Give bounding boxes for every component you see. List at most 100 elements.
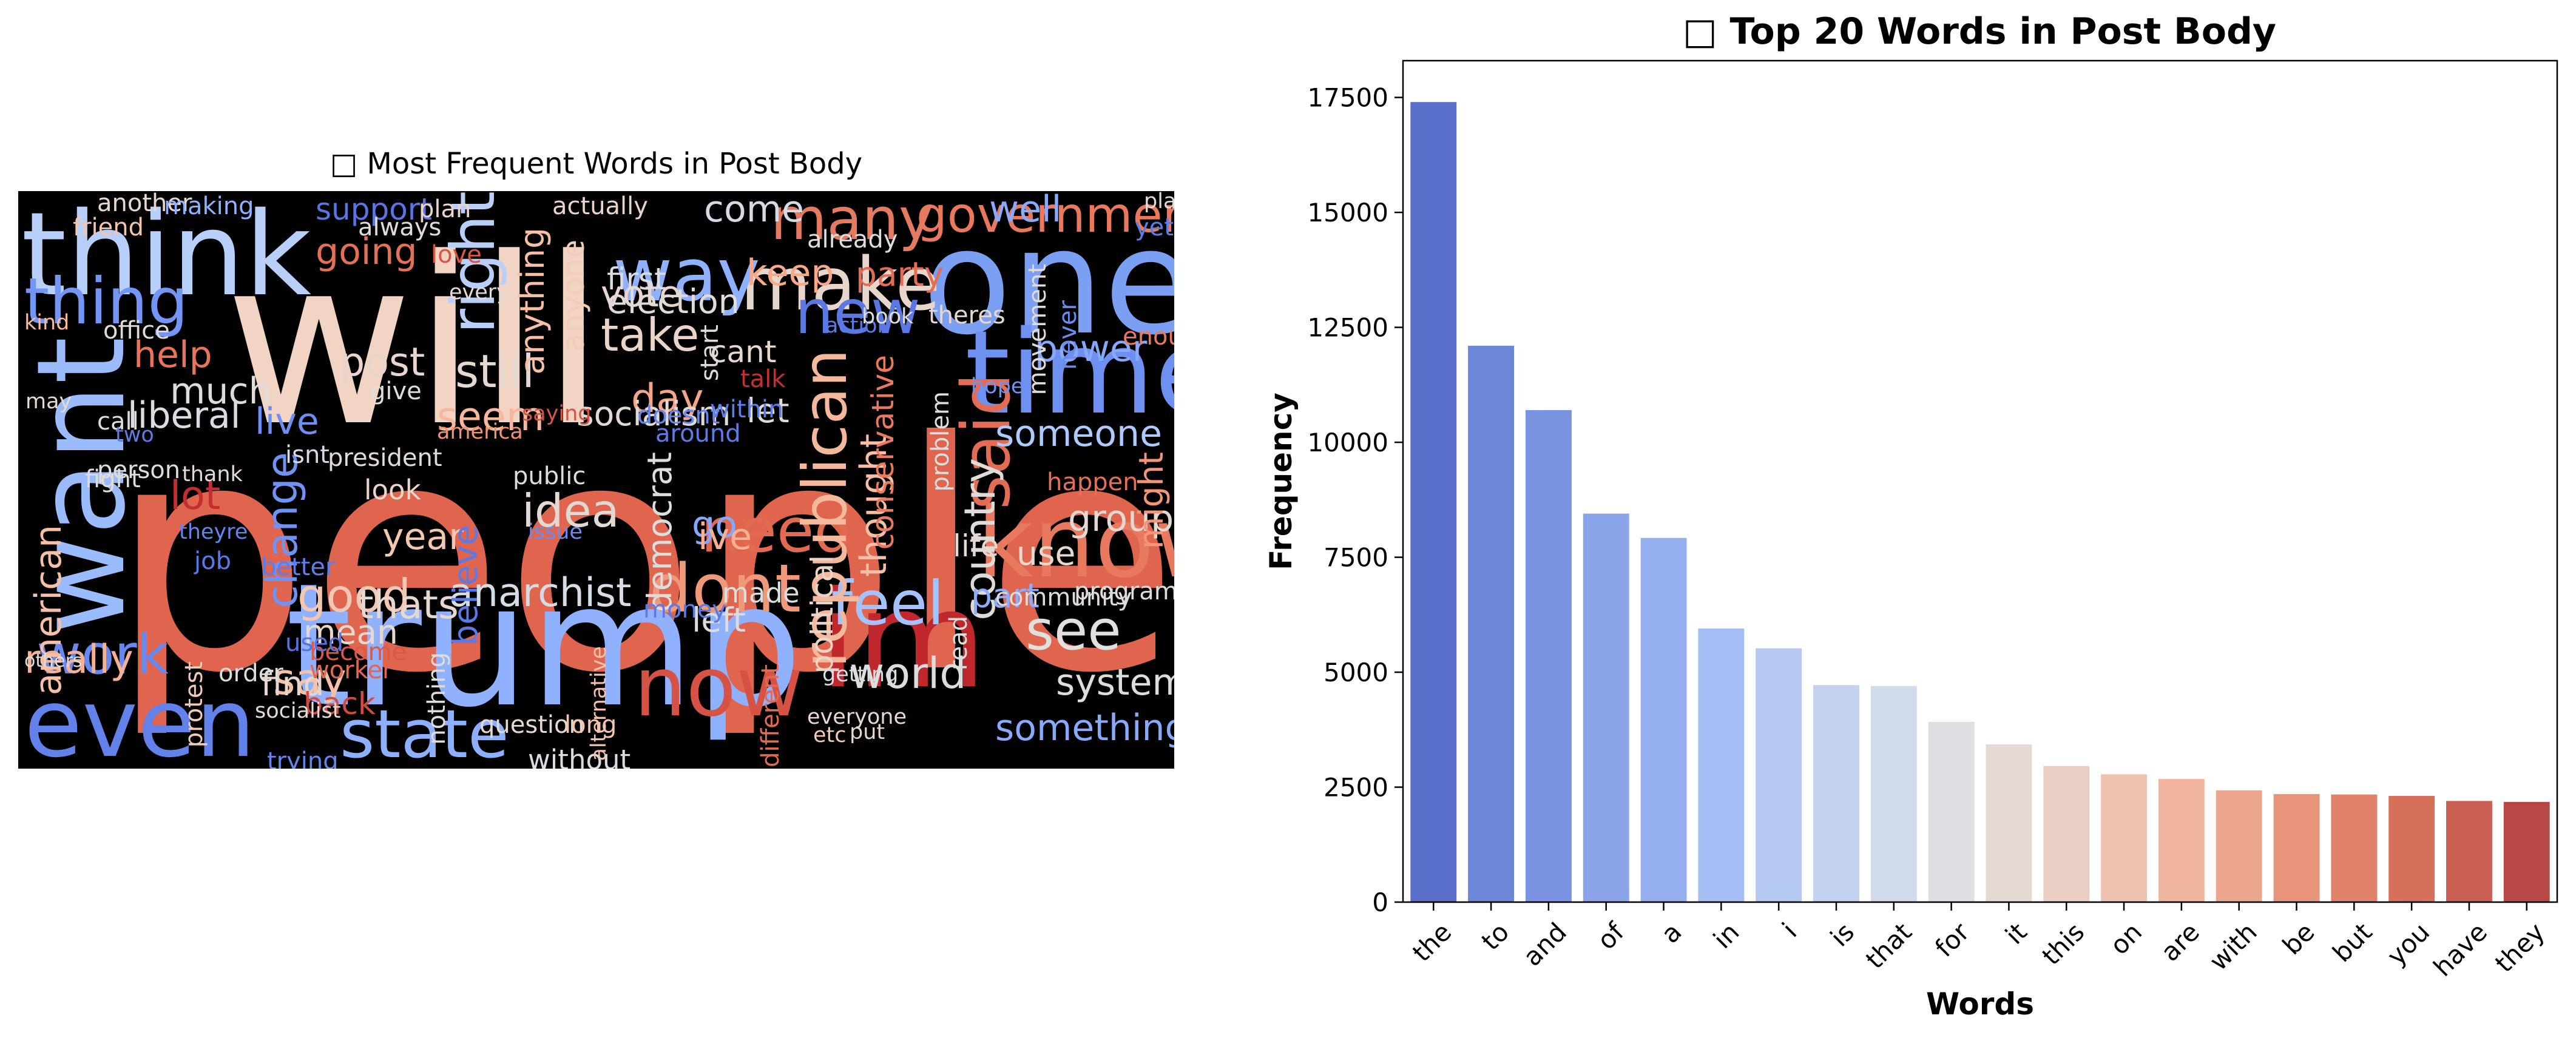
wordcloud-word: power	[1035, 328, 1148, 370]
bar-series	[1410, 102, 2550, 903]
wordcloud-word: world	[850, 649, 967, 698]
wordcloud-word: let	[746, 391, 789, 430]
wordcloud-word: america	[437, 420, 523, 444]
bar-on	[2101, 774, 2147, 902]
wordcloud-word: im	[819, 562, 987, 718]
wordcloud-word: government	[916, 191, 1174, 243]
wordcloud-word: support	[316, 192, 432, 227]
wordcloud-word: need	[701, 495, 853, 566]
wordcloud-word: someone	[995, 413, 1162, 455]
wordcloud-word: lot	[170, 473, 221, 519]
wordcloud-word: issue	[528, 520, 583, 544]
y-axis-title: Frequency	[1263, 393, 1299, 570]
wordcloud: peoplewillonetrumpthinktimewantimknoweve…	[18, 191, 1174, 769]
wordcloud-word: money	[643, 596, 727, 624]
wordcloud-word: post	[340, 340, 425, 385]
wordcloud-word: doesnt	[637, 402, 720, 430]
bar-of	[1583, 513, 1629, 902]
wordcloud-word: give	[370, 377, 422, 405]
wordcloud-word: first	[607, 261, 666, 297]
wordcloud-word: getting	[822, 662, 899, 687]
wordcloud-word: within	[710, 396, 784, 423]
wordcloud-word: socialist	[255, 699, 341, 723]
wordcloud-word: job	[194, 547, 231, 575]
bar-in	[1698, 629, 1745, 902]
y-tick-label: 10000	[1307, 428, 1388, 457]
x-tick-label: with	[2203, 917, 2263, 976]
wordcloud-word: think	[21, 191, 312, 322]
wordcloud-word: another	[97, 191, 192, 217]
wordcloud-word: enough	[1123, 323, 1174, 351]
wordcloud-word: come	[704, 191, 805, 231]
wordcloud-word: others	[24, 650, 83, 672]
wordcloud-word: state	[340, 695, 509, 769]
x-tick-label: but	[2327, 917, 2378, 968]
wordcloud-word: thing	[24, 265, 189, 339]
x-tick-label: of	[1592, 917, 1631, 955]
wordcloud-word: plan	[419, 195, 472, 223]
wordcloud-word: every	[449, 280, 509, 305]
wordcloud-word: time	[965, 306, 1174, 440]
x-tick-label: on	[2104, 917, 2148, 960]
wordcloud-word: idea	[522, 484, 620, 538]
wordcloud-word: ive	[698, 516, 752, 558]
bar-but	[2331, 794, 2378, 902]
wordcloud-word: part	[971, 576, 1040, 615]
wordcloud-word: now	[634, 639, 803, 735]
x-tick-label: for	[1929, 917, 1975, 963]
wordcloud-word: say	[273, 655, 347, 704]
wordcloud-word: without	[528, 744, 631, 769]
wordcloud-word: call	[97, 408, 139, 436]
wordcloud-word: president	[328, 444, 442, 472]
wordcloud-word: help	[134, 334, 212, 376]
wordcloud-word: happen	[1047, 468, 1138, 496]
wordcloud-word: kind	[24, 311, 70, 335]
x-tick-label: have	[2428, 917, 2493, 982]
wordcloud-word: keep	[746, 252, 834, 294]
wordcloud-word: day	[631, 376, 704, 422]
wordcloud-word: making	[164, 192, 254, 220]
wordcloud-word: saying	[522, 402, 592, 426]
x-tick-label: you	[2381, 917, 2435, 971]
wordcloud-word: much	[170, 370, 272, 413]
wordcloud-word: find	[261, 664, 325, 703]
x-tick-label: they	[2489, 917, 2551, 978]
wordcloud-word: everyone	[807, 705, 907, 729]
wordcloud-word: used	[285, 629, 344, 657]
wordcloud-word: worker	[309, 656, 393, 684]
wordcloud-word: election	[607, 282, 740, 321]
wordcloud-word: good	[297, 569, 411, 622]
wordcloud-word: look	[364, 474, 421, 506]
wordcloud-word: better	[261, 553, 336, 581]
y-tick-label: 12500	[1307, 313, 1388, 343]
wordcloud-word: etc	[813, 723, 847, 747]
bar-a	[1640, 538, 1687, 902]
wordcloud-word: actually	[552, 192, 648, 220]
wordcloud-word: trying	[267, 747, 339, 769]
wordcloud-word: action	[825, 314, 891, 338]
x-tick-label: a	[1655, 917, 1688, 949]
wordcloud-word: made	[722, 577, 800, 609]
wordcloud-word: program	[1074, 578, 1174, 605]
x-tick-label: i	[1776, 917, 1802, 943]
y-tick-label: 17500	[1307, 83, 1388, 113]
x-tick-label: that	[1860, 917, 1918, 974]
bar-chart-title: □ Top 20 Words in Post Body	[1683, 10, 2276, 53]
wordcloud-word: question	[479, 711, 584, 739]
wordcloud-word: year	[382, 516, 464, 558]
wordcloud-word: public	[513, 462, 586, 490]
wordcloud-word: liberal	[127, 394, 241, 437]
x-tick-label: this	[2037, 917, 2091, 971]
wordcloud-word: know	[977, 486, 1174, 599]
y-tick-label: 5000	[1323, 658, 1388, 687]
wordcloud-word: dont	[649, 550, 801, 627]
wordcloud-word: anarchist	[449, 570, 632, 616]
wordcloud-word: thats	[358, 582, 459, 628]
wordcloud-word: make	[740, 243, 941, 327]
wordcloud-word: mean	[303, 613, 398, 652]
x-tick-label: are	[2155, 917, 2205, 967]
wordcloud-word: long	[564, 711, 617, 739]
wordcloud-word: book	[862, 305, 914, 329]
wordcloud-word: talk	[740, 365, 786, 393]
